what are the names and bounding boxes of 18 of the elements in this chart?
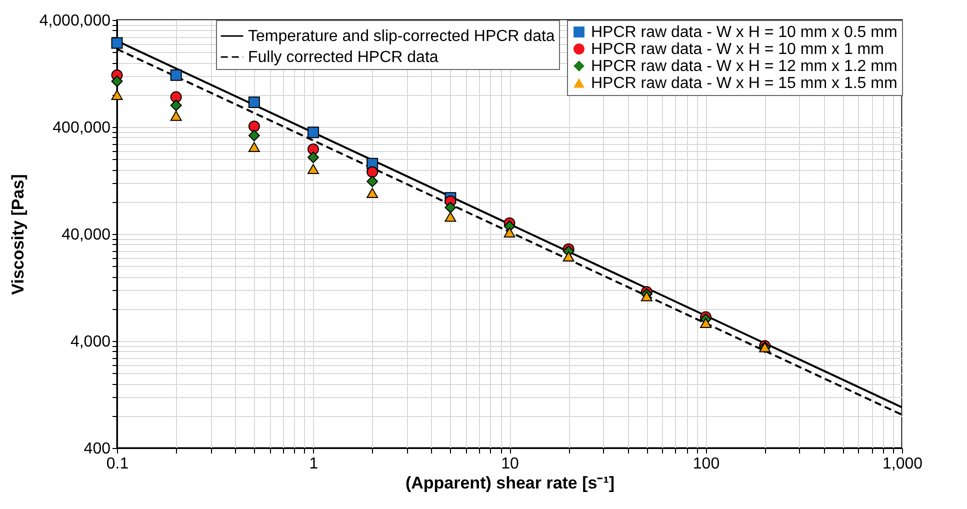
x-tick-label: 10 — [501, 456, 519, 472]
legend-label: Temperature and slip-corrected HPCR data — [248, 28, 555, 45]
y-tick-label: 400,000 — [52, 120, 111, 136]
legend-label: HPCR raw data - W x H = 15 mm x 1.5 mm — [591, 75, 898, 92]
legend-label: HPCR raw data - W x H = 10 mm x 1 mm — [591, 41, 884, 58]
y-tick-label: 4,000 — [70, 334, 111, 350]
x-tick-label: 0.1 — [106, 456, 129, 472]
y-axis-title: Viscosity [Pas] — [8, 174, 28, 295]
x-tick-label: 1,000 — [882, 456, 923, 472]
legend-label: Fully corrected HPCR data — [248, 49, 438, 66]
y-tick-label: 4,000,000 — [39, 12, 111, 30]
x-tick-label: 1 — [309, 456, 318, 472]
legend-label: HPCR raw data - W x H = 10 mm x 0.5 mm — [591, 24, 898, 41]
y-tick-label: 400 — [84, 440, 111, 458]
y-tick-label: 40,000 — [62, 226, 111, 244]
x-axis-title: (Apparent) shear rate [s⁻¹] — [405, 474, 615, 492]
x-tick-label: 100 — [692, 456, 720, 472]
legend-label: HPCR raw data - W x H = 12 mm x 1.2 mm — [591, 58, 898, 75]
